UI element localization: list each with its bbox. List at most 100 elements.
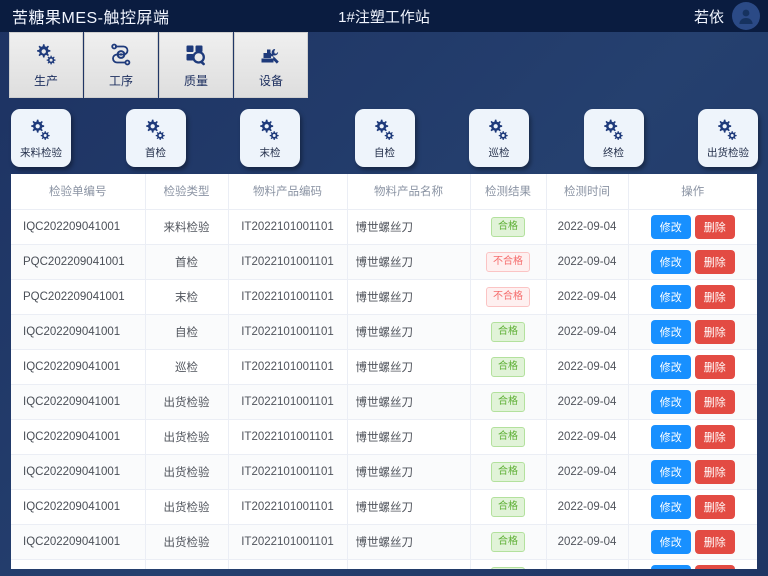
delete-button[interactable]: 删除 [694,319,735,344]
delete-button[interactable]: 删除 [694,354,735,379]
cell-actions: 修改删除 [628,419,757,455]
nav-button-quality[interactable]: 质量 [159,32,233,98]
table-row[interactable]: IQC202209041001 出货检验 IT2022101001101 博世螺丝刀合… [11,489,757,525]
cell-actions: 修改删除 [628,279,757,315]
tab-incoming-inspection[interactable]: 来料检验 [11,109,71,167]
table-row[interactable]: IQC202209041001 出货检验 IT2022101001101 博世螺丝刀合… [11,419,757,455]
delete-button[interactable]: 删除 [694,459,735,484]
status-badge: 合格 [491,321,525,342]
edit-button[interactable]: 修改 [650,354,691,379]
cell-inspection-no: IQC202209041001 [11,349,146,385]
nav-button-production[interactable]: 生产 [9,32,83,98]
table-row[interactable]: PQC202209041001 首检 IT2022101001101 博世螺丝刀 不合格… [11,244,757,280]
main-nav: 生产 工序 [0,32,768,102]
status-badge: 合格 [491,461,525,482]
delete-button[interactable]: 删除 [694,564,735,569]
delete-button[interactable]: 删除 [694,529,735,554]
tab-final-inspection[interactable]: 末检 [240,109,300,167]
cell-material-code: IT2022101001101 [228,279,348,315]
table-row[interactable]: PQC202209041001 末检 IT2022101001101 博世螺丝刀 不合格… [11,279,757,315]
cell-inspection-type: 首检 [145,244,229,280]
table-row[interactable]: IQC202209041001 来料检验 IT2022101001101 博世螺丝刀合… [11,209,757,245]
edit-button[interactable]: 修改 [650,529,691,554]
cell-inspection-type: 出货检验 [145,454,229,490]
inspect-magnifier-icon [183,41,209,69]
cell-inspection-no: PQC202209041001 [11,279,146,315]
cell-time: 2022-09-04 [546,489,629,525]
delete-button[interactable]: 删除 [694,389,735,414]
status-badge: 合格 [491,426,525,447]
table-row[interactable]: IQC202209041001 巡检 IT2022101001101 博世螺丝刀 合格 2… [11,349,757,385]
nav-button-equipment[interactable]: 设备 [234,32,308,98]
edit-button[interactable]: 修改 [650,284,691,309]
nav-button-process[interactable]: 工序 [84,32,158,98]
user-avatar-icon[interactable] [732,2,760,30]
tab-label: 自检 [374,146,395,159]
column-header-actions: 操作 [628,174,757,210]
cell-time: 2022-09-04 [546,419,629,455]
cell-inspection-type: 出货检验 [145,489,229,525]
gears-icon [373,117,397,143]
cell-inspection-type: 出货检验 [145,524,229,560]
cell-inspection-no: PQC202209041001 [11,244,146,280]
table-row[interactable]: IQC202209041001 出货检验 IT2022101001101 博世螺丝刀合… [11,454,757,490]
cell-material-name: 博世螺丝刀 [347,454,471,490]
tab-label: 末检 [259,146,281,159]
edit-button[interactable]: 修改 [650,389,691,414]
delete-button[interactable]: 删除 [694,284,735,309]
tab-patrol-inspection[interactable]: 巡检 [469,109,529,167]
tab-label: 来料检验 [20,146,62,159]
table-header-row: 检验单编号 检验类型 物料产品编码 物料产品名称 检测结果 检测时间 操作 [11,174,757,210]
cell-material-code: IT2022101001101 [228,454,348,490]
cell-result: 合格 [470,454,547,490]
column-header-time: 检测时间 [546,174,629,210]
gears-icon [33,41,59,69]
delete-button[interactable]: 删除 [694,214,735,239]
cell-material-name: 博世螺丝刀 [347,349,471,385]
tab-outgoing-inspection[interactable]: 出货检验 [698,109,758,167]
delete-button[interactable]: 删除 [694,494,735,519]
cell-actions: 修改删除 [628,454,757,490]
cell-inspection-no: IQC202209041001 [11,314,146,350]
cell-material-name: 博世螺丝刀 [347,419,471,455]
cell-material-code: IT2022101001101 [228,489,348,525]
cell-result: 合格 [470,419,547,455]
cell-material-code: IT2022101001101 [228,419,348,455]
user-area[interactable]: 若依 [694,2,760,30]
delete-button[interactable]: 删除 [694,249,735,274]
cell-result: 不合格 [470,279,547,315]
delete-button[interactable]: 删除 [694,424,735,449]
edit-button[interactable]: 修改 [650,319,691,344]
table-row[interactable]: IQC202209041001 自检 IT2022101001101 博世螺丝刀 合格 2… [11,314,757,350]
status-badge: 合格 [491,566,525,569]
cell-result: 合格 [470,384,547,420]
edit-button[interactable]: 修改 [650,249,691,274]
gears-icon [144,117,168,143]
edit-button[interactable]: 修改 [650,459,691,484]
cell-inspection-type: 出货检验 [145,384,229,420]
status-badge: 不合格 [486,251,530,272]
tab-self-inspection[interactable]: 自检 [354,109,415,167]
cell-material-code: IT2022101001101 [228,244,348,280]
table-body: IQC202209041001 来料检验 IT2022101001101 博世螺丝刀合… [11,209,757,569]
gears-icon [258,117,282,143]
table-row[interactable]: IQC202209041001 出货检验 IT2022101001101 博世螺丝刀合… [11,384,757,420]
cell-material-name: 博世螺丝刀 [347,209,471,245]
cell-inspection-no [11,559,146,569]
inspection-table-container[interactable]: 检验单编号 检验类型 物料产品编码 物料产品名称 检测结果 检测时间 操作 IQ… [11,174,757,569]
gears-icon [602,117,626,143]
tab-end-inspection[interactable]: 终检 [583,109,644,167]
cell-material-name: 博世螺丝刀 [347,279,471,315]
edit-button[interactable]: 修改 [650,564,691,569]
cell-inspection-type: 出货检验 [145,419,229,455]
cell-material-name: 博世螺丝刀 [347,384,471,420]
table-row[interactable]: IQC202209041001 出货检验 IT2022101001101 博世螺丝刀合… [11,524,757,560]
edit-button[interactable]: 修改 [650,494,691,519]
cell-material-name: 博世螺丝刀 [347,524,471,560]
cell-inspection-type: 末检 [145,279,229,315]
edit-button[interactable]: 修改 [650,424,691,449]
tab-first-inspection[interactable]: 首检 [125,109,186,167]
edit-button[interactable]: 修改 [650,214,691,239]
equipment-wrench-icon [258,41,284,69]
